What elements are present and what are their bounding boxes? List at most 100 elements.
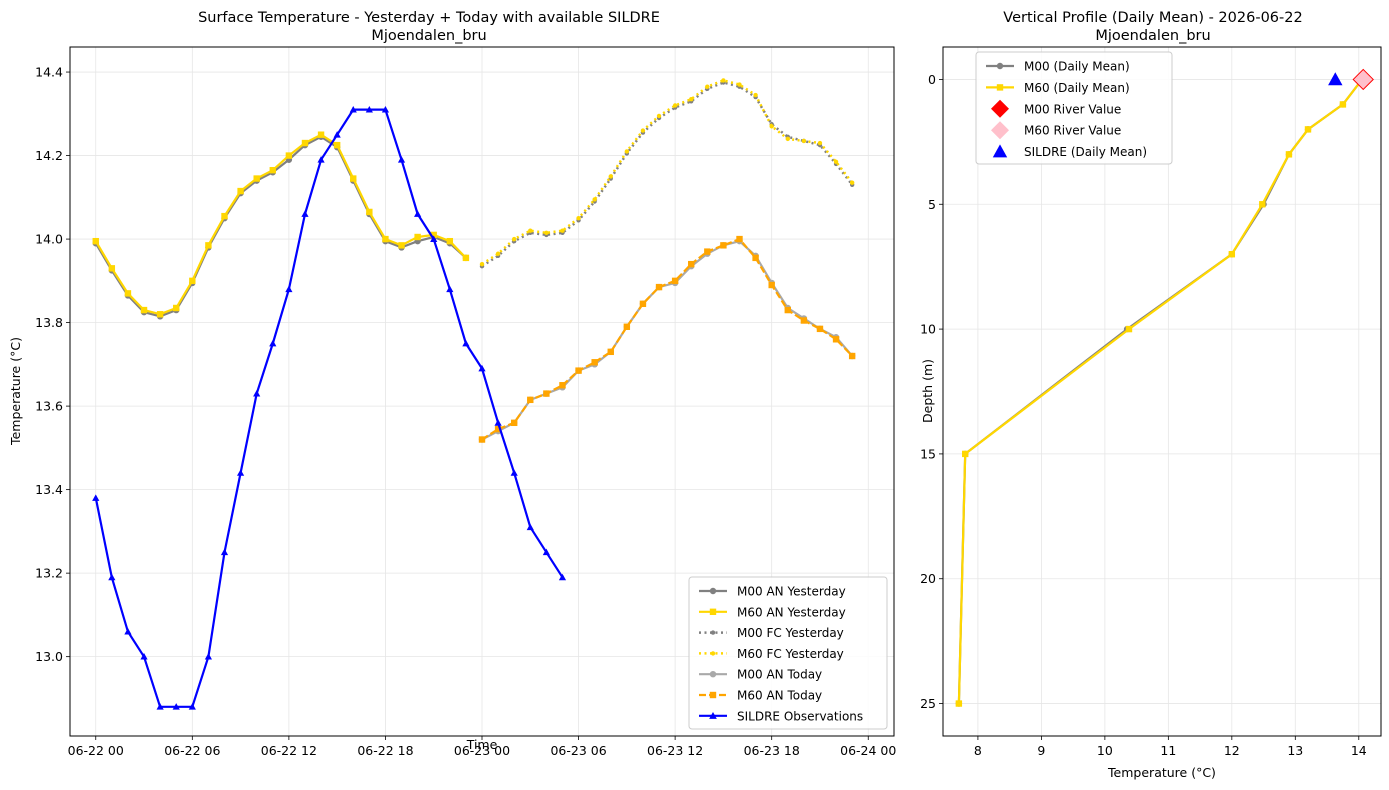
legend-marker [709, 671, 717, 678]
data-point [591, 359, 598, 366]
data-point [92, 494, 100, 501]
x-tick-label: 13 [1287, 743, 1303, 758]
data-point [592, 197, 597, 202]
y-tick-label: 13.6 [35, 399, 63, 414]
data-point [398, 242, 405, 249]
y-axis-label: Depth (m) [920, 359, 935, 423]
y-tick-label: 25 [920, 696, 936, 711]
data-point [1304, 126, 1312, 133]
y-axis-label: Temperature (°C) [8, 337, 23, 446]
data-point [446, 285, 454, 293]
data-point [237, 187, 244, 195]
data-point [301, 139, 309, 147]
data-point [639, 300, 647, 308]
data-point [446, 237, 454, 245]
data-point [655, 283, 663, 291]
data-point [1125, 325, 1133, 333]
data-point [608, 174, 613, 179]
legend-marker [710, 630, 716, 635]
data-point [124, 628, 132, 635]
legend-item: M60 AN Today [699, 689, 822, 703]
data-point [220, 548, 229, 556]
data-point [752, 254, 759, 262]
data-point [350, 175, 357, 182]
y-axis-ticks: 13.0 13.2 13.4 13.6 13.8 14.0 14.2 14.4 [35, 65, 70, 664]
series-line [481, 79, 854, 266]
x-tick-label: 12 [1224, 743, 1240, 758]
data-point [236, 469, 245, 476]
legend-label: M60 FC Yesterday [737, 647, 844, 661]
data-point [494, 425, 502, 433]
series-m60-river-value [1352, 68, 1374, 91]
legend-marker [996, 62, 1004, 70]
data-point [478, 436, 486, 443]
legend-marker [709, 691, 717, 699]
data-point [560, 228, 565, 233]
y-tick-label: 0 [928, 72, 936, 87]
data-point [349, 106, 357, 113]
data-point [544, 230, 549, 236]
legend-marker [992, 144, 1008, 158]
data-point [1259, 201, 1266, 208]
data-point [317, 156, 325, 163]
x-tick-label: 06-23 12 [647, 743, 703, 758]
data-point [317, 131, 325, 138]
y-axis-ticks: 0 5 10 15 20 25 [920, 72, 943, 711]
legend-item: M60 FC Yesterday [699, 647, 844, 661]
data-point [784, 306, 791, 314]
data-point [672, 103, 678, 108]
chart-title: Vertical Profile (Daily Mean) - 2026-06-… [1003, 10, 1302, 26]
series-m60-an-today [478, 235, 856, 443]
data-point [1285, 151, 1293, 158]
data-point [156, 703, 164, 710]
x-tick-label: 06-23 18 [744, 743, 800, 758]
legend-label: M00 River Value [1024, 102, 1121, 116]
data-point [527, 396, 534, 404]
data-point [253, 389, 261, 397]
data-point [816, 325, 824, 333]
x-tick-label: 8 [974, 743, 982, 758]
data-point [382, 235, 389, 243]
y-tick-label: 13.8 [35, 315, 63, 330]
series-line [94, 108, 564, 708]
data-point [478, 364, 486, 372]
data-point [156, 311, 164, 318]
data-point [833, 159, 839, 165]
data-point [559, 382, 566, 389]
legend-item: M00 FC Yesterday [699, 626, 844, 640]
data-point [800, 317, 808, 324]
data-point [510, 419, 518, 427]
legend-marker [991, 99, 1009, 118]
data-point [542, 548, 550, 556]
legend: M00 (Daily Mean) M60 (Daily Mean) M00 Rive… [975, 51, 1173, 165]
data-point [479, 261, 485, 267]
series-line [481, 81, 854, 268]
legend: M00 AN Yesterday M60 AN Yesterday M00 FC Y… [688, 576, 888, 730]
legend-item: M60 (Daily Mean) [986, 81, 1130, 95]
x-axis-label: Time [466, 737, 498, 752]
legend-item: SILDRE Observations [699, 709, 863, 723]
data-point [366, 208, 373, 216]
data-point [849, 180, 855, 185]
legend-item: M00 (Daily Mean) [986, 60, 1130, 74]
data-point [832, 336, 840, 343]
data-point [624, 149, 630, 154]
data-point [333, 131, 341, 138]
legend-label: M60 AN Today [737, 689, 822, 703]
data-point [769, 124, 774, 129]
data-point [333, 141, 341, 149]
series-layer [955, 68, 1374, 707]
data-point [955, 700, 963, 707]
data-point [1328, 72, 1343, 86]
data-point [656, 113, 662, 119]
legend-item: M00 River Value [991, 99, 1121, 118]
data-point [704, 248, 711, 255]
data-point [736, 235, 743, 243]
data-point [689, 96, 694, 102]
x-tick-label: 9 [1037, 743, 1045, 758]
legend-label: M60 River Value [1024, 124, 1121, 138]
data-point [1339, 101, 1347, 108]
data-point [705, 84, 710, 89]
data-point [285, 285, 293, 293]
data-point [285, 152, 293, 159]
